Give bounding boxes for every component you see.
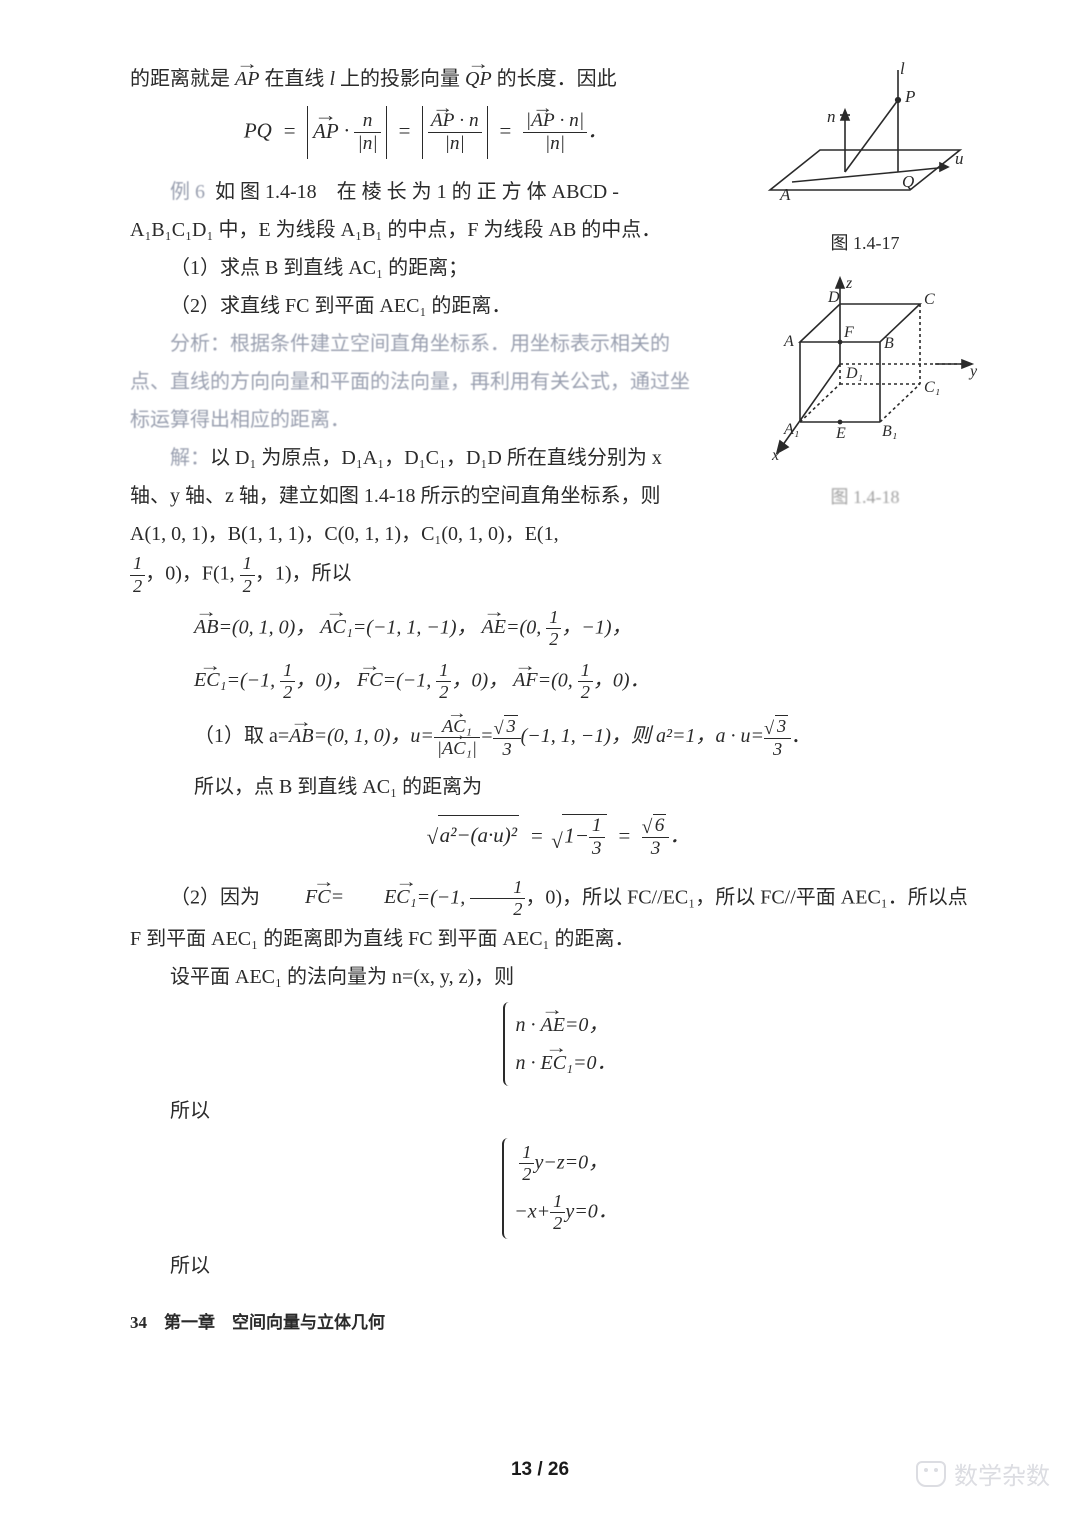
svg-text:y: y (968, 363, 978, 380)
system-1: n · AE=0， n · EC₁=0． (130, 1002, 990, 1086)
so-b-line: 所以，点 B 到直线 AC₁ 的距离为 (130, 768, 990, 806)
solution-3: A(1, 0, 1)，B(1, 1, 1)，C(0, 1, 1)，C₁(0, 1… (130, 515, 722, 553)
svg-text:x: x (771, 447, 779, 464)
fig1-caption: 图 1.4-17 (740, 226, 990, 260)
system-2: 12y−z=0， −x+12y=0． (130, 1138, 990, 1239)
analysis-label: 分析： (170, 333, 230, 355)
analysis-2: 点、直线的方向向量和平面的法向量，再利用有关公式，通过坐 (130, 363, 722, 401)
fig1-n: n (827, 107, 836, 126)
so-2: 所以 (130, 1247, 990, 1285)
svg-text:D: D (827, 289, 840, 306)
question-1: （1）求点 B 到直线 AC₁ 的距离； (130, 249, 722, 287)
svg-text:D₁: D₁ (845, 365, 863, 382)
part1-line: （1）取 a=AB=(0, 1, 0)，u=AC₁|AC₁|=33(−1, 1,… (130, 715, 990, 759)
solution-2: 轴、y 轴、z 轴，建立如图 1.4-18 所示的空间直角坐标系，则 (130, 477, 722, 515)
vectors-line1: AB=(0, 1, 0)， AC₁=(−1, 1, −1)， AE=(0, 12… (130, 607, 990, 650)
solution-1: 解：以 D₁ 为原点，D₁A₁，D₁C₁，D₁D 所在直线分别为 x (130, 439, 722, 477)
solution-3b: 12，0)，F(1, 12，1)，所以 (130, 553, 990, 596)
fig1-A: A (779, 185, 791, 204)
solution-label: 解： (170, 447, 210, 469)
fig1-u: u (955, 149, 964, 168)
so-1: 所以 (130, 1092, 990, 1130)
intro-row: 的距离就是 AP 在直线 l 上的投影向量 QP 的长度．因此 PQ = AP … (130, 60, 990, 553)
svg-text:A₁: A₁ (783, 421, 799, 438)
figure-1-4-17: l P n u A Q (750, 60, 980, 220)
svg-text:E: E (835, 425, 846, 442)
question-2: （2）求直线 FC 到平面 AEC₁ 的距离． (130, 287, 722, 325)
svg-text:B: B (884, 335, 894, 352)
intro-text: 的距离就是 AP 在直线 l 上的投影向量 QP 的长度．因此 (130, 60, 722, 98)
svg-text:B₁: B₁ (882, 423, 897, 440)
analysis-3: 标运算得出相应的距离． (130, 401, 722, 439)
fig1-P: P (904, 87, 915, 106)
distance-formula: a²−(a·u)² = 1−13 = 63． (130, 814, 990, 861)
watermark-text: 数学杂数 (954, 1456, 1050, 1491)
page-footer: 34 第一章 空间向量与立体几何 (130, 1307, 990, 1339)
wechat-icon (916, 1461, 946, 1487)
svg-text:F: F (843, 324, 854, 341)
figure-column: l P n u A Q 图 1.4-17 (740, 60, 990, 514)
example-label: 例 6 (170, 181, 205, 203)
figure-1-4-18: z y x D C A B F D₁ C₁ A₁ B₁ E (750, 274, 980, 474)
page-content: 的距离就是 AP 在直线 l 上的投影向量 QP 的长度．因此 PQ = AP … (0, 0, 1080, 1379)
svg-text:A: A (783, 333, 794, 350)
formula-pq: PQ = AP · n|n| = AP · n|n| = |AP · n||n|… (130, 106, 722, 159)
part2-line3: 设平面 AEC₁ 的法向量为 n=(x, y, z)，则 (130, 958, 990, 996)
fig1-l: l (900, 60, 905, 78)
watermark: 数学杂数 (916, 1456, 1050, 1491)
example-line2: A₁B₁C₁D₁ 中，E 为线段 A₁B₁ 的中点，F 为线段 AB 的中点． (130, 211, 722, 249)
example-line1: 例 6 如 图 1.4-18 在 棱 长 为 1 的 正 方 体 ABCD - (130, 173, 722, 211)
part2-line2: F 到平面 AEC₁ 的距离即为直线 FC 到平面 AEC₁ 的距离． (130, 920, 990, 958)
analysis-1: 分析：根据条件建立空间直角坐标系．用坐标表示相关的 (130, 325, 722, 363)
svg-text:z: z (845, 275, 853, 292)
fig1-Q: Q (902, 172, 914, 191)
fig2-caption: 图 1.4-18 (740, 480, 990, 514)
svg-text:C₁: C₁ (924, 379, 940, 396)
part2-line1: （2）因为 FC=EC₁=(−1, 12，0)，所以 FC//EC₁，所以 FC… (130, 877, 990, 920)
vectors-line2: EC₁=(−1, 12，0)， FC=(−1, 12，0)， AF=(0, 12… (130, 660, 990, 703)
svg-text:C: C (924, 291, 935, 308)
